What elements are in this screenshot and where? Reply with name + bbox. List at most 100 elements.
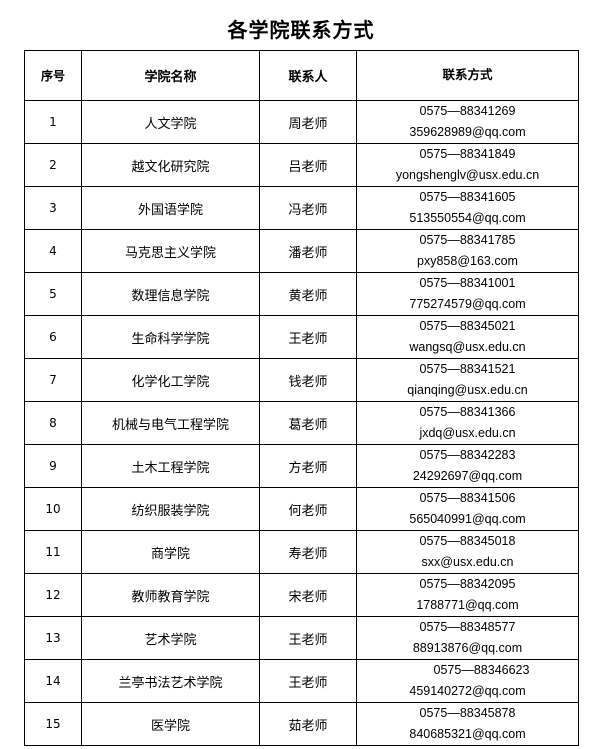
contact-info: 0575—88341506 565040991@qq.com	[356, 487, 579, 531]
contact-person: 寿老师	[259, 530, 357, 574]
email-address: sxx@usx.edu.cn	[421, 555, 514, 569]
table-row: 11 商学院 寿老师 0575—88345018 sxx@usx.edu.cn	[24, 530, 579, 574]
college-name: 土木工程学院	[81, 444, 260, 488]
phone-number: 0575—88341605	[419, 190, 516, 204]
contact-info: 0575—88341269 359628989@qq.com	[356, 100, 579, 144]
email-address: 775274579@qq.com	[409, 297, 526, 311]
row-index: 15	[24, 702, 82, 746]
phone-number: 0575—88341521	[419, 362, 516, 376]
table-row: 2 越文化研究院 吕老师 0575—88341849 yongshenglv@usx.e…	[24, 143, 579, 187]
college-name: 人文学院	[81, 100, 260, 144]
contact-person: 周老师	[259, 100, 357, 144]
email-address: pxy858@163.com	[417, 254, 518, 268]
contact-info: 0575—88341605 513550554@qq.com	[356, 186, 579, 230]
row-index: 1	[24, 100, 82, 144]
table-row: 9 土木工程学院 方老师 0575—88342283 24292697@qq.com	[24, 444, 579, 488]
contact-info: 0575—88341849 yongshenglv@usx.edu.cn	[356, 143, 579, 187]
phone-number: 0575—88345018	[419, 534, 516, 548]
contact-info: 0575—88345878 840685321@qq.com	[356, 702, 579, 746]
contact-person: 钱老师	[259, 358, 357, 402]
header-contact-info: 联系方式	[356, 50, 579, 101]
college-name: 兰亭书法艺术学院	[81, 659, 260, 703]
table-row: 14 兰亭书法艺术学院 王老师 0575—88346623 459140272@qq.c…	[24, 659, 579, 703]
college-name: 马克思主义学院	[81, 229, 260, 273]
contact-person: 何老师	[259, 487, 357, 531]
phone-number: 0575—88341269	[419, 104, 516, 118]
email-address: 359628989@qq.com	[409, 125, 526, 139]
row-index: 8	[24, 401, 82, 445]
contact-info: 0575—88341521 qianqing@usx.edu.cn	[356, 358, 579, 402]
table-row: 10 纺织服装学院 何老师 0575—88341506 565040991@qq.com	[24, 487, 579, 531]
header-contact: 联系人	[259, 50, 357, 101]
contact-info: 0575—88342095 1788771@qq.com	[356, 573, 579, 617]
phone-number: 0575—88341366	[419, 405, 516, 419]
row-index: 11	[24, 530, 82, 574]
table-row: 5 数理信息学院 黄老师 0575—88341001 775274579@qq.com	[24, 272, 579, 316]
row-index: 6	[24, 315, 82, 359]
contact-info: 0575—88345018 sxx@usx.edu.cn	[356, 530, 579, 574]
contact-person: 王老师	[259, 659, 357, 703]
table-row: 13 艺术学院 王老师 0575—88348577 88913876@qq.com	[24, 616, 579, 660]
phone-number: 0575—88341001	[419, 276, 516, 290]
contact-info: 0575—88342283 24292697@qq.com	[356, 444, 579, 488]
contact-person: 方老师	[259, 444, 357, 488]
row-index: 3	[24, 186, 82, 230]
email-address: jxdq@usx.edu.cn	[419, 426, 516, 440]
college-name: 教师教育学院	[81, 573, 260, 617]
college-name: 艺术学院	[81, 616, 260, 660]
email-address: 24292697@qq.com	[412, 469, 523, 483]
email-address: qianqing@usx.edu.cn	[407, 383, 528, 397]
college-name: 越文化研究院	[81, 143, 260, 187]
college-name: 外国语学院	[81, 186, 260, 230]
row-index: 13	[24, 616, 82, 660]
header-index: 序号	[24, 50, 82, 101]
row-index: 14	[24, 659, 82, 703]
email-address: 88913876@qq.com	[412, 641, 523, 655]
phone-number: 0575—88341785	[419, 233, 516, 247]
contact-info: 0575—88346623 459140272@qq.com	[356, 659, 579, 703]
college-name: 数理信息学院	[81, 272, 260, 316]
row-index: 10	[24, 487, 82, 531]
contact-person: 王老师	[259, 315, 357, 359]
table-row: 1 人文学院 周老师 0575—88341269 359628989@qq.com	[24, 100, 579, 144]
row-index: 5	[24, 272, 82, 316]
phone-number: 0575—88342283	[419, 448, 516, 462]
table-row: 4 马克思主义学院 潘老师 0575—88341785 pxy858@163.com	[24, 229, 579, 273]
row-index: 12	[24, 573, 82, 617]
header-college: 学院名称	[81, 50, 260, 101]
contact-person: 冯老师	[259, 186, 357, 230]
contact-info: 0575—88348577 88913876@qq.com	[356, 616, 579, 660]
college-name: 医学院	[81, 702, 260, 746]
phone-number: 0575—88348577	[419, 620, 516, 634]
contact-person: 潘老师	[259, 229, 357, 273]
email-address: 840685321@qq.com	[409, 727, 526, 741]
email-address: 459140272@qq.com	[409, 684, 526, 698]
contact-person: 黄老师	[259, 272, 357, 316]
college-name: 化学化工学院	[81, 358, 260, 402]
phone-number: 0575—88342095	[419, 577, 516, 591]
row-index: 7	[24, 358, 82, 402]
table-row: 6 生命科学学院 王老师 0575—88345021 wangsq@usx.edu.cn	[24, 315, 579, 359]
table-header-row: 序号 学院名称 联系人 联系方式	[24, 50, 579, 101]
contact-person: 宋老师	[259, 573, 357, 617]
email-address: wangsq@usx.edu.cn	[409, 340, 526, 354]
contact-info: 0575—88341001 775274579@qq.com	[356, 272, 579, 316]
contact-table: 序号 学院名称 联系人 联系方式 1 人文学院 周老师 0575—88341269 35…	[24, 50, 579, 746]
page-title: 各学院联系方式	[227, 18, 375, 42]
phone-number: 0575—88341849	[419, 147, 516, 161]
contact-person: 王老师	[259, 616, 357, 660]
table-row: 3 外国语学院 冯老师 0575—88341605 513550554@qq.com	[24, 186, 579, 230]
table-row: 15 医学院 茹老师 0575—88345878 840685321@qq.com	[24, 702, 579, 746]
email-address: 1788771@qq.com	[416, 598, 519, 612]
phone-number: 0575—88345021	[419, 319, 516, 333]
college-name: 机械与电气工程学院	[81, 401, 260, 445]
contact-person: 茹老师	[259, 702, 357, 746]
contact-person: 葛老师	[259, 401, 357, 445]
row-index: 9	[24, 444, 82, 488]
row-index: 4	[24, 229, 82, 273]
phone-number: 0575—88345878	[419, 706, 516, 720]
contact-person: 吕老师	[259, 143, 357, 187]
college-name: 商学院	[81, 530, 260, 574]
contact-info: 0575—88341366 jxdq@usx.edu.cn	[356, 401, 579, 445]
email-address: 513550554@qq.com	[409, 211, 526, 225]
